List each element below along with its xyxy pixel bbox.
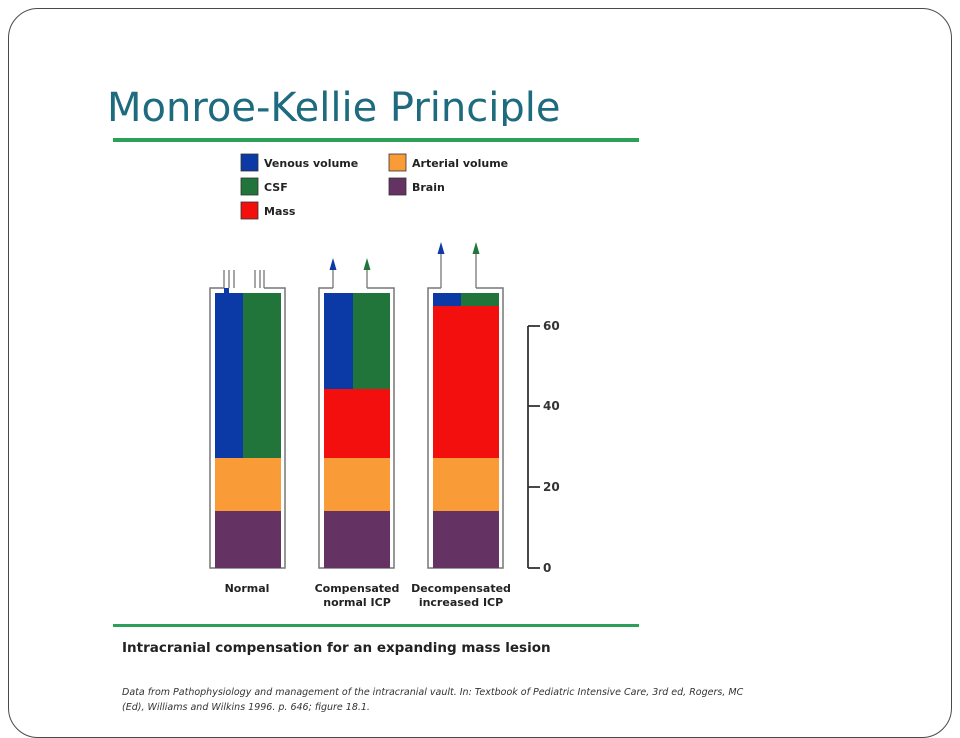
venous-outflow-arrow-icon xyxy=(437,242,445,254)
column-normal xyxy=(209,270,286,569)
segment-csf xyxy=(461,293,499,306)
segment-venous xyxy=(215,293,243,458)
legend-label-csf: CSF xyxy=(264,181,288,194)
scale-label-20: 20 xyxy=(543,480,560,494)
segment-mass xyxy=(324,389,390,458)
caption-rule xyxy=(113,624,639,627)
segment-venous xyxy=(324,293,353,389)
legend: Venous volume Arterial volume CSF Brain … xyxy=(240,153,508,220)
segment-arterial xyxy=(215,458,281,511)
segment-brain xyxy=(433,511,499,568)
csf-outflow-arrow-icon xyxy=(363,258,371,270)
venous-cap-normal xyxy=(224,288,229,293)
column-label-decompensated-line1: Decompensated xyxy=(411,582,511,595)
column-labels: Normal Compensated normal ICP Decompensa… xyxy=(225,582,511,609)
segment-brain xyxy=(324,511,390,568)
column-label-normal: Normal xyxy=(225,582,270,595)
column-compensated xyxy=(318,258,395,569)
slide-title: Monroe-Kellie Principle xyxy=(107,85,561,126)
title-rule xyxy=(113,138,639,142)
segment-mass xyxy=(433,306,499,458)
legend-label-venous: Venous volume xyxy=(264,157,358,170)
legend-swatch-arterial xyxy=(388,153,407,172)
column-decompensated xyxy=(427,242,504,569)
segment-csf xyxy=(243,293,281,458)
figure-caption: Intracranial compensation for an expandi… xyxy=(122,640,551,656)
segment-arterial xyxy=(324,458,390,511)
segment-venous xyxy=(433,293,461,306)
legend-label-arterial: Arterial volume xyxy=(412,157,508,170)
scale-label-0: 0 xyxy=(543,561,551,575)
column-label-compensated-line2: normal ICP xyxy=(323,596,391,609)
segment-csf xyxy=(353,293,390,389)
legend-swatch-brain xyxy=(388,177,407,196)
scale-labels: 0 20 40 60 xyxy=(543,319,560,575)
column-label-decompensated-line2: increased ICP xyxy=(419,596,503,609)
source-citation: Data from Pathophysiology and management… xyxy=(122,687,744,713)
column-label-compensated-line1: Compensated xyxy=(315,582,400,595)
venous-outflow-arrow-icon xyxy=(329,258,337,270)
segment-arterial xyxy=(433,458,499,511)
legend-swatch-venous xyxy=(240,153,259,172)
legend-swatch-csf xyxy=(240,177,259,196)
legend-label-mass: Mass xyxy=(264,205,296,218)
segment-brain xyxy=(215,511,281,568)
vent-pipes-normal xyxy=(223,270,265,288)
scale-label-60: 60 xyxy=(543,319,560,333)
csf-outflow-arrow-icon xyxy=(472,242,480,254)
legend-label-brain: Brain xyxy=(412,181,445,194)
volume-scale xyxy=(527,325,540,569)
monroe-kellie-diagram: Venous volume Arterial volume CSF Brain … xyxy=(209,153,560,609)
legend-swatch-mass xyxy=(240,201,259,220)
scale-label-40: 40 xyxy=(543,399,560,413)
